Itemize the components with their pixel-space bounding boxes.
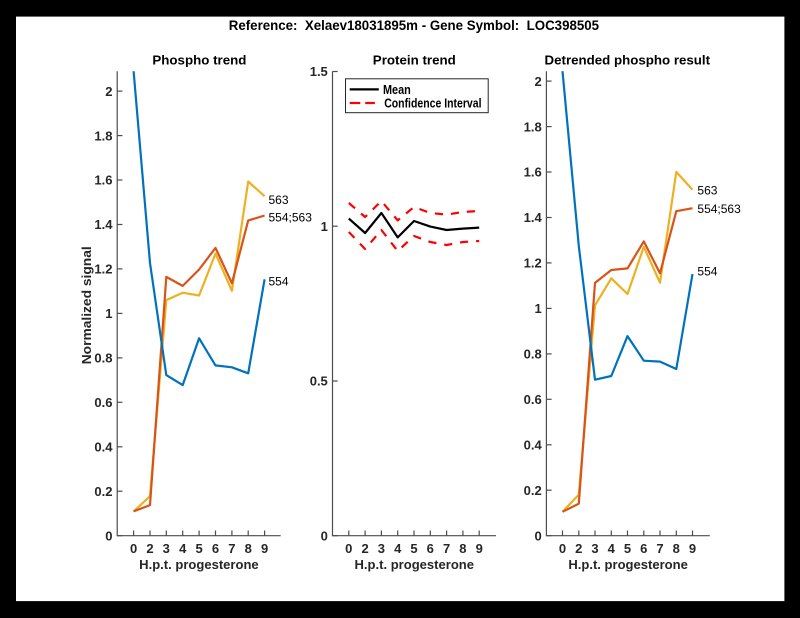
svg-text:1.8: 1.8 [524, 119, 542, 134]
svg-text:4: 4 [394, 541, 402, 556]
svg-text:3: 3 [163, 541, 170, 556]
svg-text:Detrended phospho result: Detrended phospho result [545, 52, 711, 67]
svg-text:1.6: 1.6 [524, 165, 542, 180]
svg-text:1.2: 1.2 [524, 256, 542, 271]
svg-text:0.4: 0.4 [524, 438, 543, 453]
svg-text:1.4: 1.4 [524, 210, 543, 225]
svg-text:1.5: 1.5 [310, 64, 328, 79]
svg-text:0.6: 0.6 [94, 395, 112, 410]
svg-text:Confidence Interval: Confidence Interval [384, 96, 481, 111]
svg-text:6: 6 [212, 541, 219, 556]
svg-text:8: 8 [673, 541, 680, 556]
svg-text:0: 0 [130, 541, 137, 556]
svg-text:2: 2 [105, 84, 112, 99]
svg-text:554;563: 554;563 [269, 210, 313, 224]
svg-text:0.2: 0.2 [524, 483, 542, 498]
svg-text:7: 7 [228, 541, 235, 556]
svg-text:0.4: 0.4 [94, 440, 113, 455]
svg-text:1: 1 [534, 301, 541, 316]
svg-text:0.8: 0.8 [94, 351, 112, 366]
svg-text:9: 9 [261, 541, 268, 556]
svg-text:3: 3 [378, 541, 385, 556]
svg-text:1: 1 [105, 306, 112, 321]
svg-text:563: 563 [269, 193, 289, 207]
svg-text:1.2: 1.2 [94, 262, 112, 277]
svg-text:1.6: 1.6 [94, 173, 112, 188]
svg-text:0.8: 0.8 [524, 347, 542, 362]
svg-text:H.p.t. progesterone: H.p.t. progesterone [355, 557, 475, 572]
svg-text:5: 5 [624, 541, 631, 556]
svg-text:Normalized signal: Normalized signal [79, 246, 94, 364]
svg-text:Mean: Mean [383, 82, 411, 97]
svg-text:6: 6 [640, 541, 647, 556]
svg-text:0: 0 [534, 528, 541, 543]
svg-text:8: 8 [459, 541, 466, 556]
svg-text:0: 0 [559, 541, 566, 556]
svg-text:2: 2 [534, 74, 541, 89]
svg-text:6: 6 [427, 541, 434, 556]
svg-text:4: 4 [179, 541, 187, 556]
svg-text:554: 554 [269, 275, 289, 289]
svg-text:5: 5 [195, 541, 202, 556]
svg-text:5: 5 [410, 541, 417, 556]
svg-text:H.p.t. progesterone: H.p.t. progesterone [139, 557, 259, 572]
svg-text:1.8: 1.8 [94, 128, 112, 143]
svg-text:8: 8 [245, 541, 252, 556]
svg-text:3: 3 [591, 541, 598, 556]
svg-text:2: 2 [575, 541, 582, 556]
svg-text:0.2: 0.2 [94, 484, 112, 499]
svg-text:4: 4 [608, 541, 616, 556]
svg-text:9: 9 [476, 541, 483, 556]
svg-text:Protein trend: Protein trend [373, 52, 456, 67]
svg-text:1: 1 [321, 219, 328, 234]
svg-text:2: 2 [361, 541, 368, 556]
svg-text:1.4: 1.4 [94, 217, 113, 232]
svg-text:0: 0 [105, 528, 112, 543]
svg-text:7: 7 [656, 541, 663, 556]
svg-text:0: 0 [321, 528, 328, 543]
svg-text:0.6: 0.6 [524, 392, 542, 407]
svg-text:0: 0 [345, 541, 352, 556]
svg-text:563: 563 [697, 184, 717, 198]
svg-text:Phospho trend: Phospho trend [152, 52, 246, 67]
svg-text:7: 7 [443, 541, 450, 556]
svg-text:H.p.t. progesterone: H.p.t. progesterone [568, 557, 688, 572]
svg-text:2: 2 [146, 541, 153, 556]
svg-text:554;563: 554;563 [697, 202, 741, 216]
svg-text:9: 9 [689, 541, 696, 556]
svg-text:0.5: 0.5 [310, 374, 328, 389]
svg-text:554: 554 [697, 264, 717, 278]
svg-text:Reference: Xelaev18031895m -: Reference: Xelaev18031895m - Gene Symbol… [229, 17, 600, 33]
